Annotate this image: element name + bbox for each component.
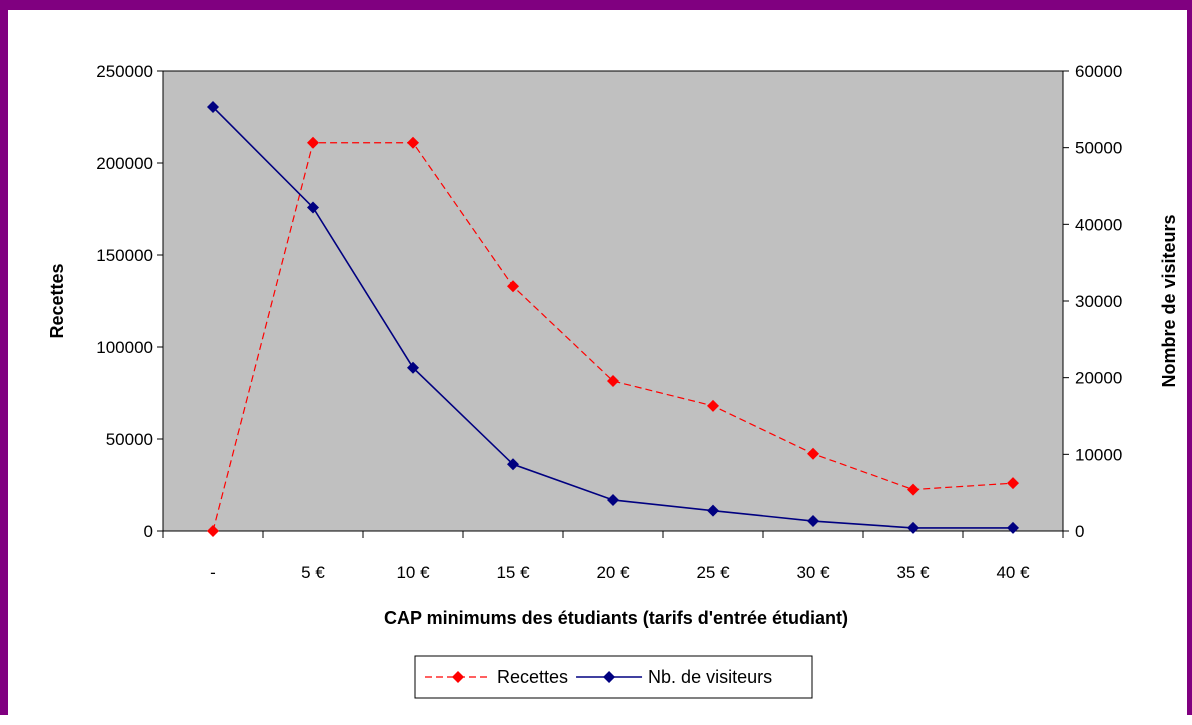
x-tick-label: 30 € xyxy=(796,563,830,582)
y2-tick-label: 30000 xyxy=(1075,292,1122,311)
series-line-1 xyxy=(212,142,1014,532)
y-tick-label: 50000 xyxy=(106,430,153,449)
series-1-point xyxy=(907,483,919,496)
series-2-point xyxy=(907,521,919,534)
y-axis-title: Recettes xyxy=(47,263,67,338)
x-tick-label: 40 € xyxy=(996,563,1030,582)
plot-area xyxy=(162,70,1064,532)
series-1-point xyxy=(1007,477,1019,490)
series-2-point xyxy=(807,515,819,528)
y-tick-label: 200000 xyxy=(96,154,153,173)
labels-layer: Recettes Nombre de visiteurs CAP minimum… xyxy=(47,214,1179,628)
axes-layer: 0 50000 100000 150000 200000 250000 0 10000 2000… xyxy=(96,62,1122,582)
x-tick-label: 35 € xyxy=(896,563,930,582)
y2-tick-label: 40000 xyxy=(1075,215,1122,234)
y2-tick-label: 60000 xyxy=(1075,62,1122,81)
chart-svg: 0 50000 100000 150000 200000 250000 0 10000 2000… xyxy=(47,62,1179,699)
y-tick-label: 0 xyxy=(144,522,153,541)
y-tick-label: 100000 xyxy=(96,338,153,357)
series-1-point xyxy=(307,136,319,149)
x-tick-label: 15 € xyxy=(496,563,530,582)
series-2-point xyxy=(507,458,519,471)
series-1-point xyxy=(507,280,519,293)
series-layer xyxy=(207,101,1019,537)
y-tick-label: 250000 xyxy=(96,62,153,81)
y2-axis-title: Nombre de visiteurs xyxy=(1159,214,1179,387)
series-2-point xyxy=(1007,521,1019,534)
x-tick-label: 25 € xyxy=(696,563,730,582)
plot-layer xyxy=(162,70,1064,532)
x-tick-label: - xyxy=(210,563,216,582)
y2-tick-label: 0 xyxy=(1075,522,1084,541)
legend-marker-1 xyxy=(452,671,464,683)
series-1-point xyxy=(607,375,619,388)
x-tick-label: 10 € xyxy=(396,563,430,582)
series-2-point xyxy=(407,361,419,374)
legend-marker-2 xyxy=(603,671,616,683)
series-1-point xyxy=(707,399,719,412)
series-2-point xyxy=(707,504,719,517)
legend-label-1: Recettes xyxy=(497,667,568,687)
y2-tick-label: 20000 xyxy=(1075,369,1122,388)
y2-tick-label: 10000 xyxy=(1075,445,1122,464)
x-tick-label: 5 € xyxy=(301,563,325,582)
series-1-point xyxy=(407,136,419,149)
series-2-point xyxy=(207,101,219,114)
series-2-point xyxy=(607,493,619,506)
legend-label-2: Nb. de visiteurs xyxy=(648,667,772,687)
x-tick-label: 20 € xyxy=(596,563,630,582)
series-1-point xyxy=(807,447,819,460)
y2-tick-label: 50000 xyxy=(1075,139,1122,158)
x-axis-title: CAP minimums des étudiants (tarifs d'ent… xyxy=(384,608,848,628)
series-1-point xyxy=(207,525,219,537)
y-tick-label: 150000 xyxy=(96,246,153,265)
legend: Recettes Nb. de visiteurs xyxy=(414,655,813,699)
series-2-point xyxy=(307,201,319,214)
